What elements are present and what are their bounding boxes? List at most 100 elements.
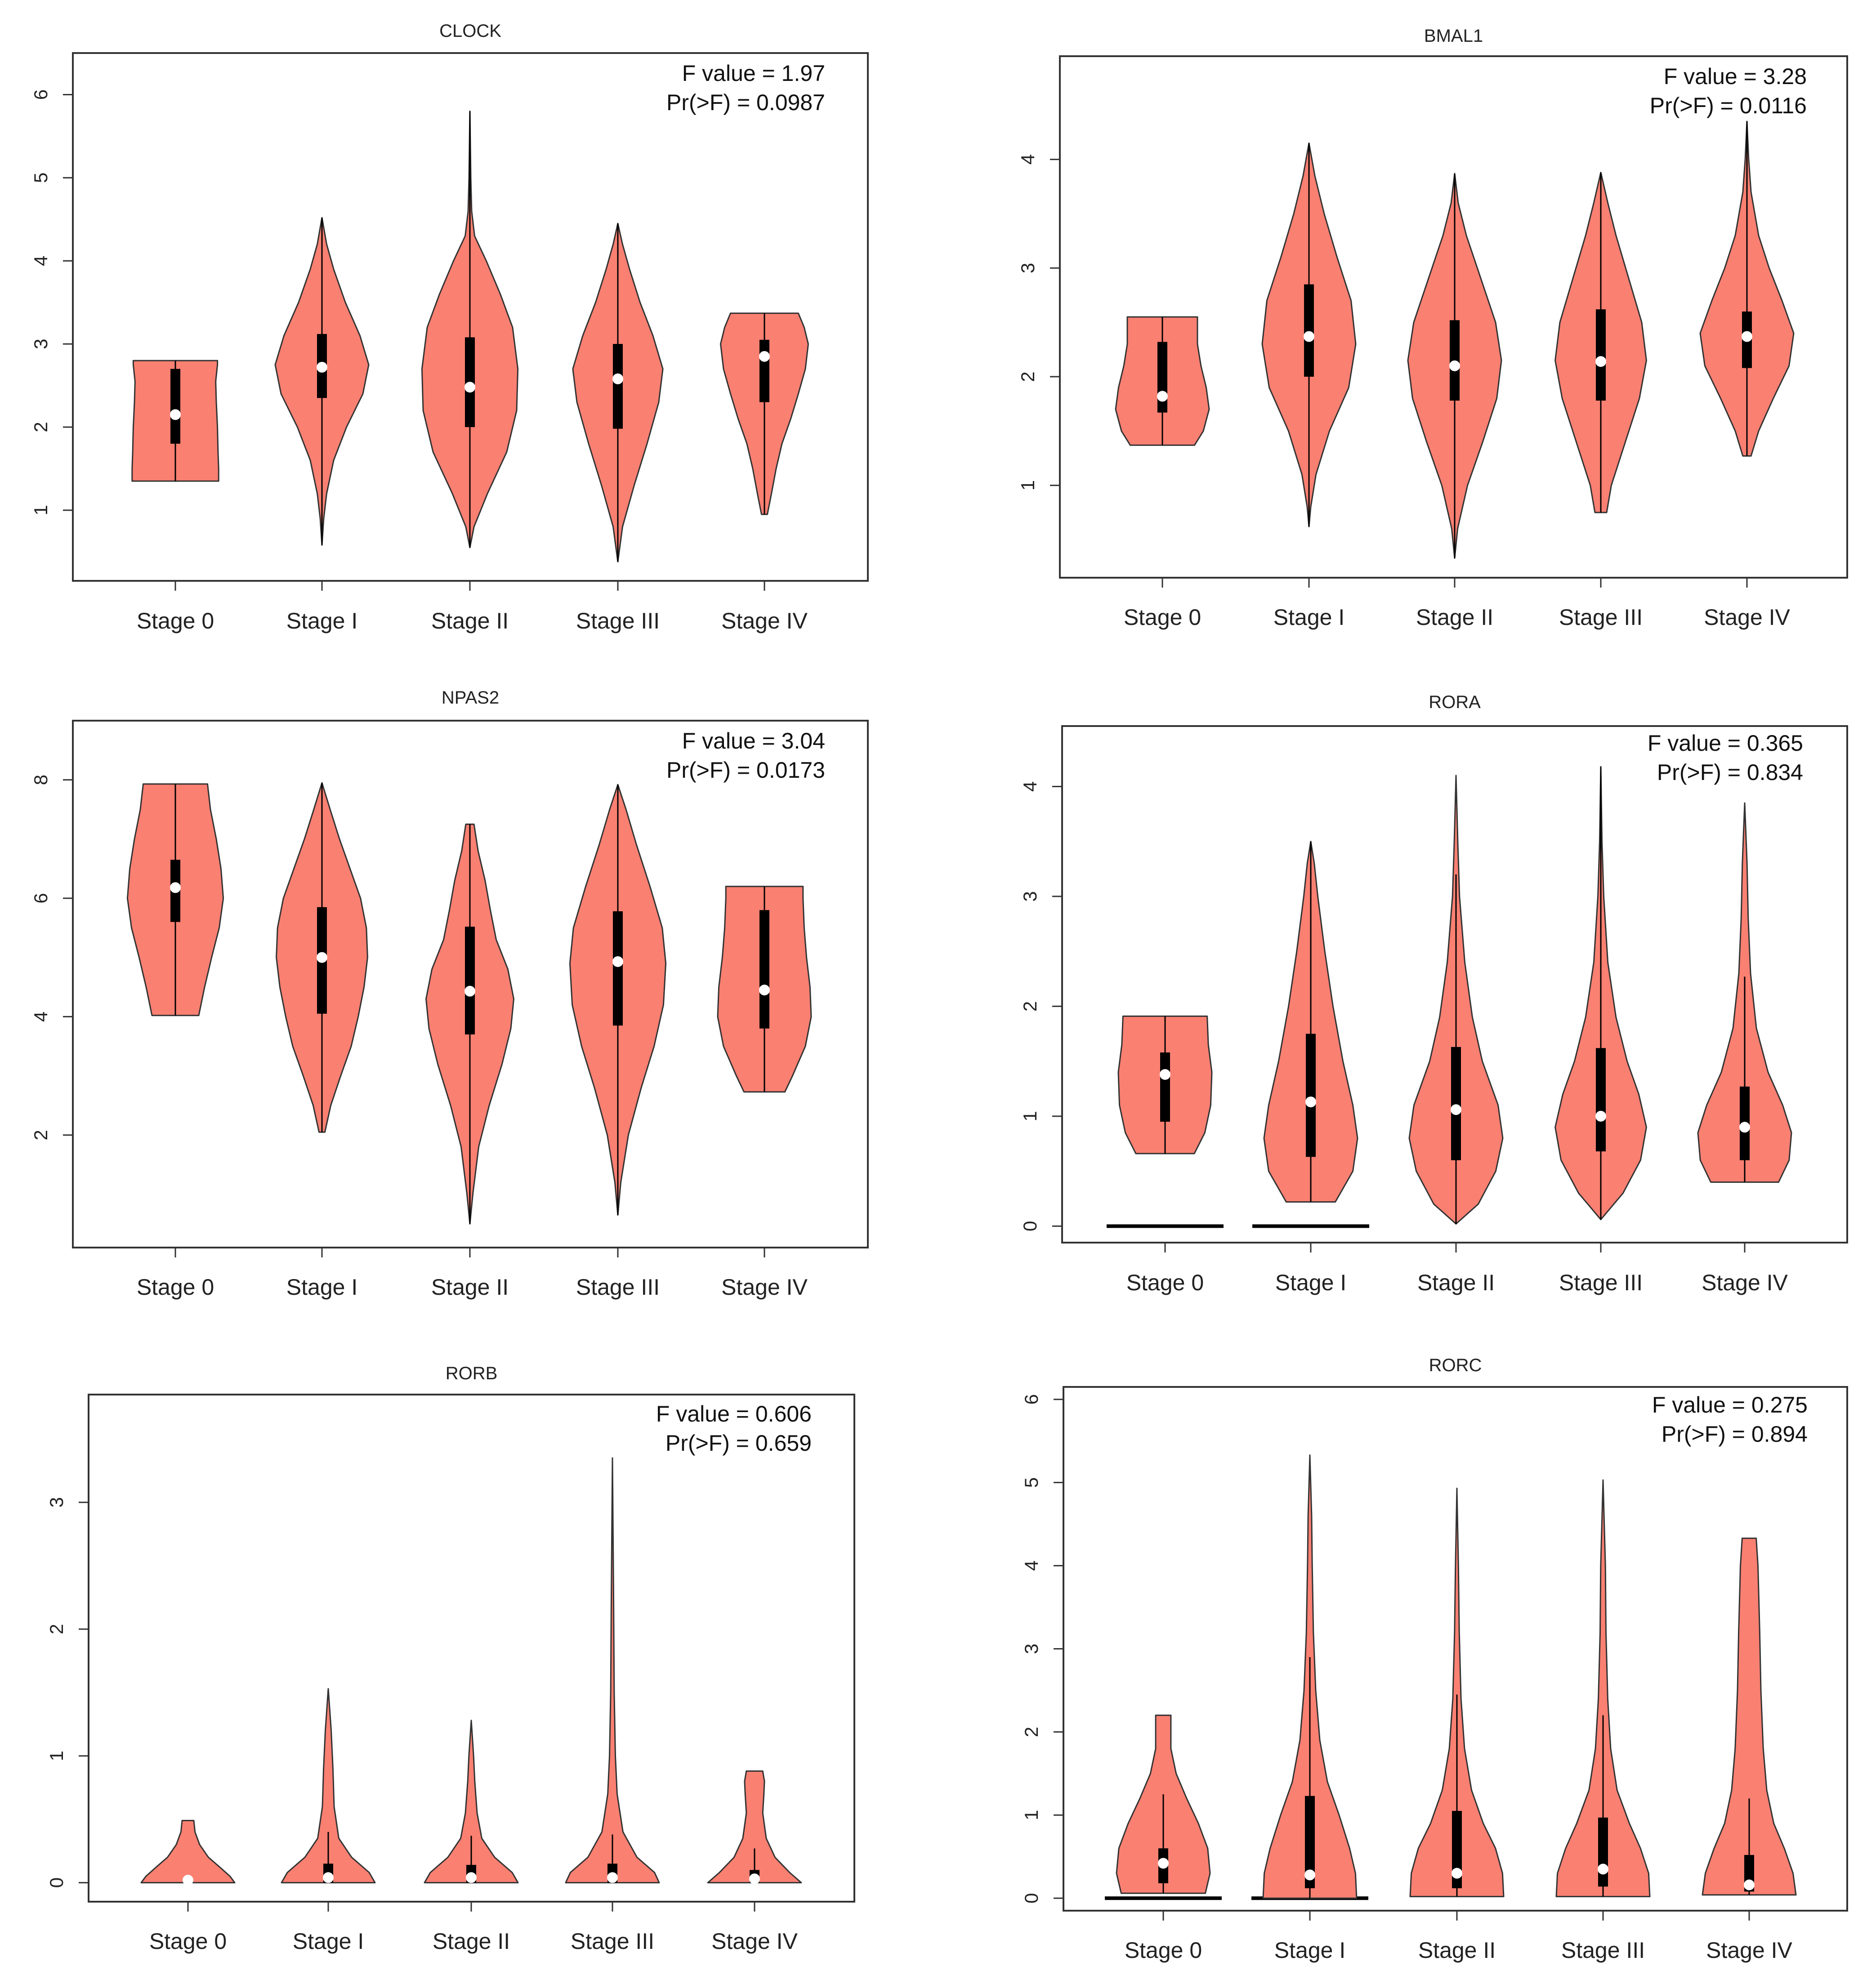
panel-clock: CLOCK 1 2 3 4 5 6 Stage 0 Stage I Stage II Stage I…	[30, 21, 869, 633]
f-value-label: F value = 0.365	[1648, 731, 1803, 756]
category-label: Stage I	[286, 1275, 357, 1300]
y-tick-label: 0	[46, 1877, 67, 1888]
pr-value-label: Pr(>F) = 0.659	[666, 1431, 812, 1456]
violin-stage-iii: Stage III	[1554, 172, 1647, 630]
iqr-box	[613, 911, 623, 1026]
category-label: Stage I	[1274, 1938, 1345, 1963]
y-tick-label: 2	[30, 422, 51, 432]
y-tick-label: 5	[30, 173, 51, 183]
violin-stage-ii: Stage II	[1407, 173, 1502, 630]
violin-stage-0: Stage 0	[1107, 1015, 1224, 1295]
y-tick-label: 2	[46, 1624, 67, 1634]
violin-stage-ii: Stage II	[425, 823, 514, 1300]
violin-stage-iii: Stage III	[565, 1457, 660, 1954]
iqr-box	[1304, 284, 1314, 377]
panel-rora: RORA 0 1 2 3 4 Stage 0 Stage I Stage II Stage III…	[1019, 692, 1848, 1295]
violin-stage-iv: Stage IV	[717, 886, 812, 1300]
iqr-box	[465, 927, 475, 1034]
y-tick-label: 2	[1021, 1727, 1042, 1737]
panel-title: CLOCK	[439, 21, 501, 41]
violin-stage-ii: Stage II	[1408, 775, 1504, 1295]
category-label: Stage II	[433, 1929, 510, 1954]
category-label: Stage IV	[711, 1929, 798, 1954]
y-tick-label: 1	[1017, 480, 1038, 490]
median-dot	[170, 882, 181, 893]
y-tick-label: 6	[1021, 1394, 1042, 1404]
y-tick-label: 4	[30, 1012, 51, 1022]
violin-stage-i: Stage I	[274, 217, 370, 633]
violin-body	[140, 1820, 236, 1884]
median-dot	[759, 351, 770, 362]
iqr-box	[1596, 1048, 1606, 1152]
median-dot	[465, 382, 475, 393]
iqr-box	[1157, 342, 1167, 413]
panel-title: RORC	[1429, 1355, 1482, 1375]
violin-stage-0: Stage 0	[131, 360, 219, 633]
category-label: Stage I	[293, 1929, 364, 1954]
violin-stage-i: Stage I	[1252, 841, 1369, 1295]
y-tick-label: 8	[30, 775, 51, 785]
violin-stage-ii: Stage II	[421, 110, 519, 633]
y-tick-label: 2	[1019, 1001, 1041, 1012]
category-label: Stage 0	[1124, 605, 1201, 630]
violin-body	[1409, 1488, 1505, 1898]
violin-stage-ii: Stage II	[1409, 1488, 1505, 1963]
category-label: Stage II	[1416, 605, 1493, 630]
median-dot	[183, 1875, 193, 1886]
pr-value-label: Pr(>F) = 0.834	[1657, 760, 1803, 785]
iqr-box	[613, 344, 623, 429]
f-value-label: F value = 3.04	[682, 728, 825, 753]
category-label: Stage I	[1273, 605, 1344, 630]
violin-body	[707, 1770, 802, 1884]
panel-bmal1: BMAL1 1 2 3 4 Stage 0 Stage I Stage II Stage III…	[1017, 26, 1848, 630]
violin-stage-0: Stage 0	[1105, 1714, 1222, 1963]
median-dot	[749, 1873, 760, 1885]
panel-rorb: RORB 0 1 2 3 Stage 0 Stage I Stage II Stage III S…	[46, 1364, 855, 1954]
median-dot	[1452, 1868, 1462, 1879]
violin-stage-i: Stage I	[1261, 142, 1357, 630]
median-dot	[1304, 1869, 1315, 1881]
y-tick-label: 0	[1021, 1893, 1042, 1903]
median-dot	[1449, 360, 1460, 371]
category-label: Stage III	[1561, 1938, 1645, 1963]
y-tick-label: 6	[30, 893, 51, 903]
category-label: Stage III	[1559, 605, 1643, 630]
category-label: Stage IV	[1704, 605, 1790, 630]
plot-frame	[1059, 55, 1848, 579]
median-dot	[759, 985, 770, 996]
iqr-box	[1160, 1052, 1170, 1122]
category-label: Stage 0	[137, 1275, 214, 1300]
violin-body	[424, 1720, 519, 1884]
iqr-box	[170, 369, 180, 444]
panel-title: RORA	[1429, 692, 1481, 712]
category-label: Stage IV	[721, 1275, 808, 1300]
y-tick-label: 3	[46, 1497, 67, 1507]
y-tick-label: 3	[1017, 263, 1038, 273]
median-dot	[465, 985, 475, 997]
category-label: Stage III	[576, 1275, 660, 1300]
category-label: Stage II	[431, 608, 509, 633]
y-tick-label: 4	[30, 256, 51, 266]
panel-title: BMAL1	[1424, 26, 1483, 46]
category-label: Stage 0	[149, 1929, 227, 1954]
violin-stage-iii: Stage III	[1555, 1479, 1651, 1963]
category-label: Stage II	[431, 1275, 509, 1300]
y-tick-label: 0	[1019, 1221, 1041, 1231]
iqr-box	[1596, 309, 1606, 401]
y-tick-label: 2	[1017, 371, 1038, 382]
f-value-label: F value = 0.606	[656, 1401, 812, 1426]
median-dot	[170, 409, 181, 420]
y-tick-label: 4	[1019, 781, 1041, 792]
category-label: Stage IV	[1702, 1270, 1788, 1295]
iqr-box	[1598, 1817, 1608, 1887]
category-label: Stage 0	[137, 608, 214, 633]
category-label: Stage III	[576, 608, 660, 633]
iqr-box	[1305, 1796, 1315, 1889]
y-tick-label: 1	[46, 1751, 67, 1761]
y-tick-label: 4	[1021, 1560, 1042, 1571]
median-dot	[1739, 1122, 1750, 1133]
y-tick-label: 3	[1021, 1644, 1042, 1654]
category-label: Stage II	[1417, 1270, 1495, 1295]
y-tick-label: 6	[30, 89, 51, 100]
